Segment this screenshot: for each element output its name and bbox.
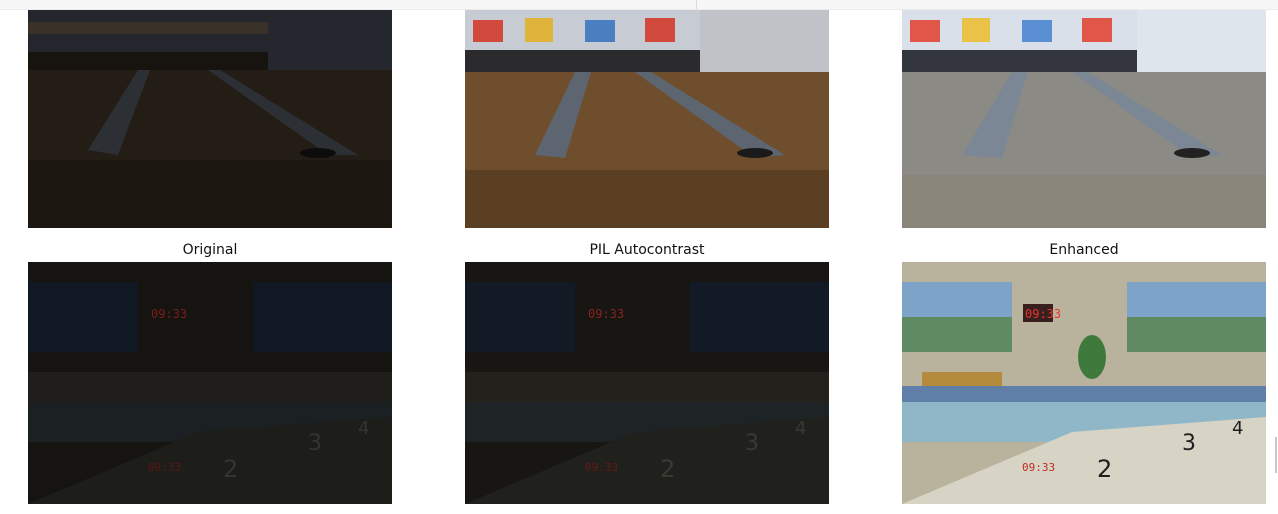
caption-autocontrast: PIL Autocontrast	[589, 242, 705, 258]
pool-autocontrast-image: 09:33 09:33 2 3 4	[465, 262, 829, 504]
lane-number-2: 2	[1097, 455, 1112, 483]
bowling-autocontrast-image	[465, 10, 829, 228]
bowling-original-image	[28, 10, 392, 228]
clock-reflection-text: 09:33	[585, 461, 618, 474]
lane-number-3: 3	[308, 431, 322, 456]
vertical-scrollbar[interactable]	[1275, 437, 1277, 473]
caption-original: Original	[182, 242, 238, 258]
clock-reflection-text: 09:33	[1022, 461, 1055, 474]
clock-display-text: 09:33	[1025, 307, 1061, 321]
clock-display-text: 09:33	[588, 307, 624, 321]
lane-number-2: 2	[660, 455, 675, 483]
lane-number-3: 3	[1182, 431, 1196, 456]
pool-original-image: 09:33 09:33 2 3 4	[28, 262, 392, 504]
notebook-toolbar-strip	[0, 0, 1278, 10]
clock-reflection-text: 09:33	[148, 461, 181, 474]
caption-enhanced: Enhanced	[1049, 242, 1119, 258]
clock-display-text: 09:33	[151, 307, 187, 321]
lane-number-3: 3	[745, 431, 759, 456]
bowling-enhanced-image	[902, 10, 1266, 228]
lane-number-4: 4	[1232, 418, 1243, 439]
lane-number-4: 4	[795, 418, 806, 439]
pool-enhanced-image: 09:33 09:33 2 3 4	[902, 262, 1266, 504]
lane-number-2: 2	[223, 455, 238, 483]
lane-number-4: 4	[358, 418, 369, 439]
